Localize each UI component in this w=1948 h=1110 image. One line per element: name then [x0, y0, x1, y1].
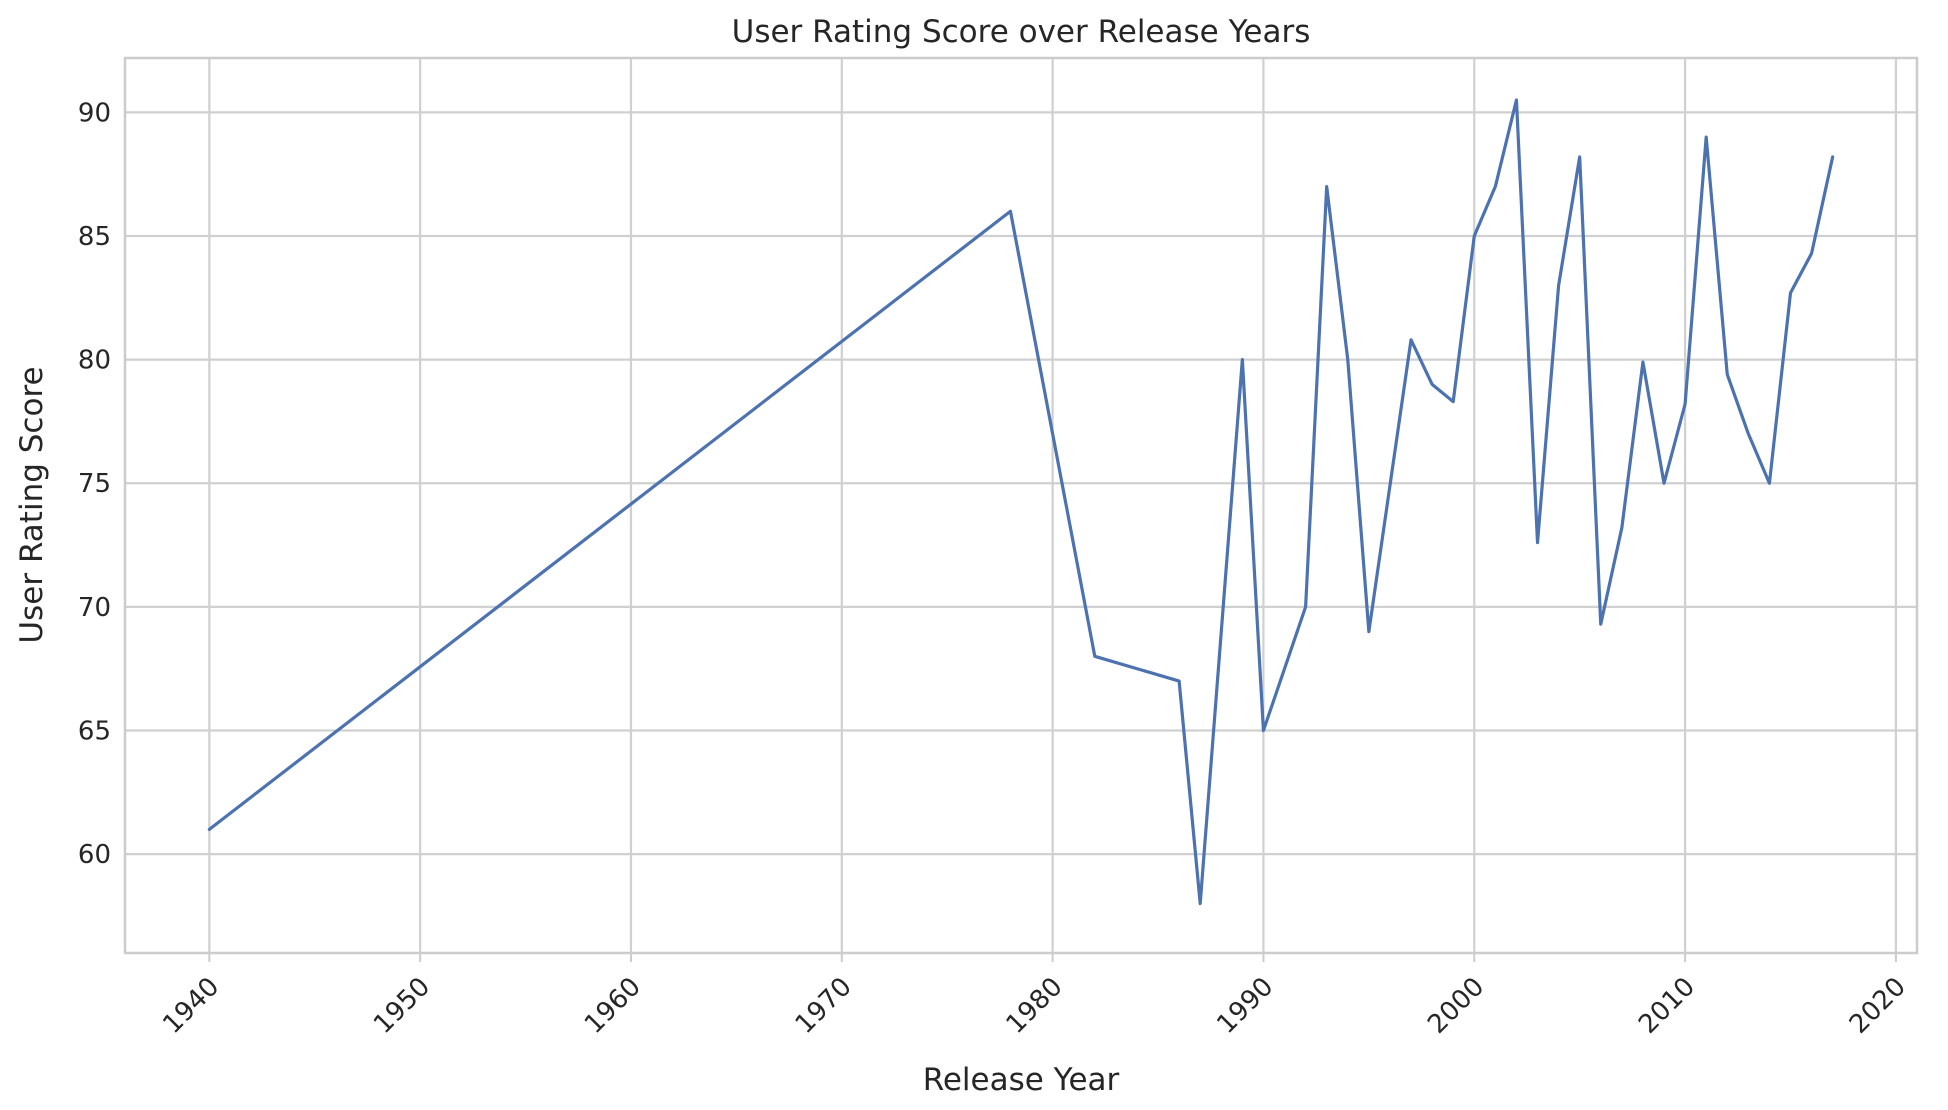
- y-tick-label: 65: [78, 716, 111, 746]
- series-line: [207, 98, 1835, 906]
- x-tick-label: 1980: [1001, 972, 1069, 1040]
- x-tick-label: 2020: [1844, 972, 1912, 1040]
- plot-frame: [123, 56, 1919, 955]
- chart-title: User Rating Score over Release Years: [732, 14, 1311, 50]
- plot-background: [125, 58, 1917, 953]
- x-tick-label: 1990: [1211, 972, 1279, 1040]
- x-tick-label: 2000: [1422, 972, 1490, 1040]
- y-tick-label: 85: [78, 222, 111, 252]
- y-tick-label: 90: [78, 98, 111, 128]
- x-tick-label: 1950: [368, 972, 436, 1040]
- x-tick-label: 1940: [157, 972, 225, 1040]
- y-tick-label: 80: [78, 346, 111, 376]
- y-axis-ticks: 60 65 70 75 80 85 90: [78, 98, 111, 870]
- y-tick-label: 60: [78, 840, 111, 870]
- x-axis-ticks: 1940 1950 1960 1970 1980 1990 2000 2010 2020: [157, 953, 1912, 1040]
- series-layer: [207, 98, 1835, 906]
- x-tick-label: 2010: [1633, 972, 1701, 1040]
- y-tick-label: 70: [78, 593, 111, 623]
- grid: [125, 58, 1917, 953]
- y-tick-label: 75: [78, 469, 111, 499]
- y-axis-label: User Rating Score: [14, 366, 50, 643]
- x-tick-label: 1960: [579, 972, 647, 1040]
- x-axis-label: Release Year: [923, 1062, 1120, 1098]
- x-tick-label: 1970: [790, 972, 858, 1040]
